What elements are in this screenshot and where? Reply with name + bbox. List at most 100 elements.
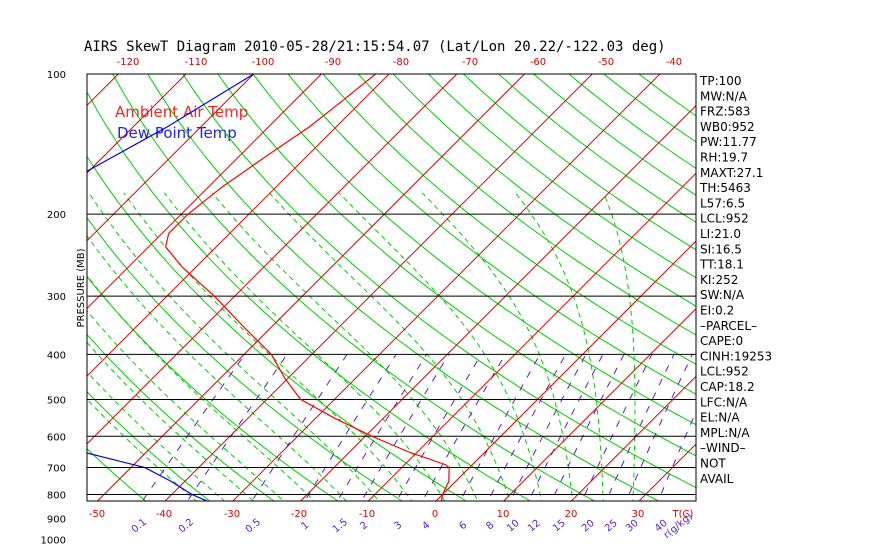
isotherm bbox=[435, 240, 696, 501]
dry-adiabat bbox=[147, 74, 660, 501]
mixing-ratio-line bbox=[459, 354, 541, 501]
moist-adiabat bbox=[88, 192, 380, 501]
moist-adiabat bbox=[421, 192, 574, 501]
index-entry: LCL:952 bbox=[700, 212, 749, 226]
pressure-tick-label: 600 bbox=[47, 432, 66, 443]
isotherm bbox=[232, 74, 661, 501]
mixing-ratio-line bbox=[581, 354, 653, 501]
mixing-ratio-label: 20 bbox=[580, 518, 597, 535]
index-entry: PW:11.77 bbox=[700, 135, 757, 149]
moist-adiabat bbox=[87, 274, 316, 501]
top-temp-tick-label: -70 bbox=[462, 57, 478, 68]
bottom-temp-tick-label: -20 bbox=[291, 509, 307, 520]
dry-adiabat bbox=[463, 74, 696, 251]
bottom-temp-tick-label: -30 bbox=[224, 509, 240, 520]
index-entry: AVAIL bbox=[700, 472, 734, 486]
mixing-ratio-line bbox=[657, 410, 696, 501]
dry-adiabat bbox=[322, 74, 696, 365]
mixing-ratio-label: 0.5 bbox=[244, 517, 263, 536]
moist-adiabat bbox=[338, 192, 543, 501]
index-entry: SW:N/A bbox=[700, 288, 745, 302]
dry-adiabat bbox=[87, 448, 147, 501]
index-entry: KI:252 bbox=[700, 273, 738, 287]
top-temp-tick-label: -120 bbox=[117, 57, 140, 68]
top-temp-tick-label: -40 bbox=[666, 57, 682, 68]
pressure-tick-label: 900 bbox=[47, 514, 66, 525]
moist-adiabat bbox=[603, 192, 636, 501]
moist-adiabat bbox=[87, 341, 255, 501]
dry-adiabat bbox=[357, 74, 696, 336]
mixing-ratio-line bbox=[487, 354, 567, 501]
chart-title: AIRS SkewT Diagram 2010-05-28/21:15:54.0… bbox=[84, 39, 666, 55]
moist-adiabat bbox=[163, 192, 446, 501]
top-temp-tick-label: -110 bbox=[185, 57, 208, 68]
dry-adiabat bbox=[87, 391, 211, 501]
dry-adiabat bbox=[112, 74, 596, 501]
pressure-tick-label: 1000 bbox=[41, 536, 66, 547]
isotherm bbox=[367, 172, 696, 501]
mixing-ratio-line bbox=[605, 354, 675, 501]
index-entry: MW:N/A bbox=[700, 89, 748, 103]
isotherm bbox=[164, 74, 593, 501]
bottom-temp-tick-label: -50 bbox=[89, 509, 105, 520]
index-entry: LFC:N/A bbox=[700, 395, 748, 409]
bottom-temp-tick-label: 20 bbox=[565, 509, 578, 520]
index-entry: EI:0.2 bbox=[700, 304, 734, 318]
index-entry: TP:100 bbox=[699, 74, 742, 88]
dry-adiabat bbox=[217, 74, 696, 457]
index-entry: RH:19.7 bbox=[700, 151, 748, 165]
top-temp-tick-label: -50 bbox=[598, 57, 614, 68]
dry-adiabat bbox=[287, 74, 696, 395]
dry-adiabat bbox=[87, 333, 275, 501]
temperature-profile-line bbox=[164, 74, 450, 501]
isotherm bbox=[87, 74, 390, 377]
pressure-tick-label: 400 bbox=[47, 350, 66, 361]
mixing-ratio-line bbox=[251, 354, 348, 501]
legend-ambient-air-temp: Ambient Air Temp bbox=[115, 103, 248, 121]
dry-adiabat bbox=[252, 74, 696, 426]
index-entry: TH:5463 bbox=[699, 181, 751, 195]
top-temp-tick-label: -90 bbox=[325, 57, 341, 68]
pressure-tick-label: 200 bbox=[47, 210, 66, 221]
top-temp-tick-label: -80 bbox=[393, 57, 409, 68]
mixing-ratio-line bbox=[336, 354, 427, 501]
index-entry: MAXT:27.1 bbox=[700, 166, 763, 180]
index-entry: LCL:952 bbox=[700, 365, 749, 379]
mixing-ratio-line bbox=[304, 354, 397, 501]
mixing-ratio-label: 2 bbox=[358, 520, 370, 533]
index-entry: TT:18.1 bbox=[699, 258, 744, 272]
bottom-temp-tick-label: 0 bbox=[432, 509, 438, 520]
mixing-ratio-label: 0.2 bbox=[177, 517, 196, 536]
dewpoint-surface-marker: + bbox=[414, 537, 422, 547]
isotherm bbox=[97, 74, 525, 501]
background-grid bbox=[87, 74, 696, 501]
mixing-ratio-label: 30 bbox=[624, 518, 641, 535]
mixing-ratio-line bbox=[141, 354, 246, 501]
index-entry: –PARCEL– bbox=[700, 319, 757, 333]
top-temp-tick-label: -100 bbox=[252, 57, 275, 68]
index-entry: CAP:18.2 bbox=[700, 380, 755, 394]
mixing-ratio-label: 6 bbox=[457, 520, 469, 533]
legend-dew-point-temp: Dew Point Temp bbox=[117, 124, 237, 142]
mixing-ratio-label: 25 bbox=[603, 518, 620, 535]
isotherm bbox=[87, 74, 187, 174]
dry-adiabat bbox=[182, 74, 696, 489]
pressure-tick-label: 700 bbox=[47, 463, 66, 474]
bottom-temp-tick-label: -10 bbox=[359, 509, 375, 520]
index-entry: EL:N/A bbox=[700, 411, 740, 425]
mixing-ratio-line bbox=[625, 354, 693, 501]
mixing-ratio-line bbox=[186, 354, 288, 501]
mixing-ratio-line bbox=[396, 354, 482, 501]
mixing-ratio-line bbox=[421, 354, 506, 501]
moist-adiabat bbox=[211, 192, 479, 501]
index-entry: CAPE:0 bbox=[700, 334, 743, 348]
index-entry: CINH:19253 bbox=[700, 349, 772, 363]
top-temp-tick-label: -60 bbox=[530, 57, 546, 68]
y-axis-label: PRESSURE (MB) bbox=[76, 248, 87, 327]
mixing-ratio-label: 1 bbox=[299, 520, 311, 533]
dry-adiabat bbox=[428, 74, 696, 279]
bottom-temp-tick-label: 30 bbox=[632, 509, 645, 520]
isotherm bbox=[87, 74, 458, 445]
